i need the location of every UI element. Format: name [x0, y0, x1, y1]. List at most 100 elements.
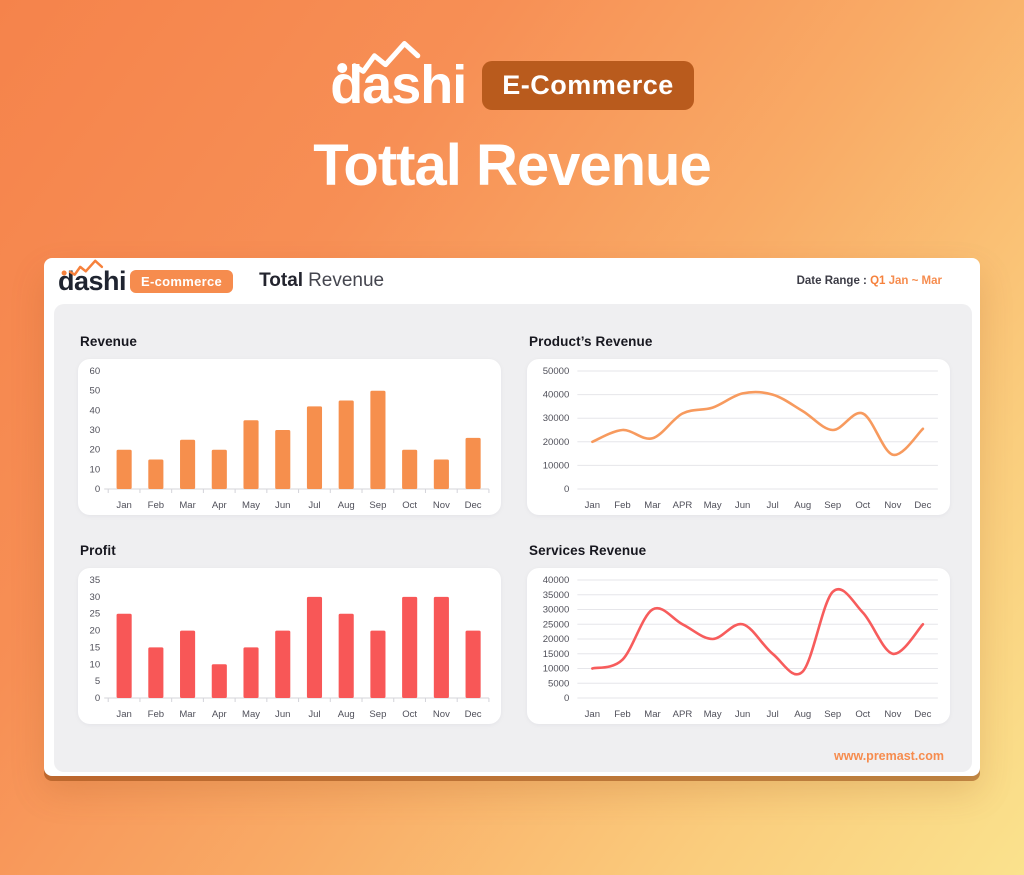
profit-chart-panel: 0 5 10 15 20 25 30 35 Jan Feb Mar Apr May Jun Jul Aug Se… [78, 568, 501, 724]
svg-text:20000: 20000 [543, 437, 570, 448]
svg-text:20: 20 [90, 626, 101, 637]
svg-text:Jun: Jun [735, 709, 750, 720]
svg-text:Nov: Nov [433, 500, 450, 511]
svg-text:Jul: Jul [308, 709, 320, 720]
svg-text:Mar: Mar [179, 709, 196, 720]
svg-text:5: 5 [95, 676, 100, 687]
logo-linechart-icon [61, 259, 104, 276]
svg-text:Feb: Feb [614, 500, 630, 511]
services-revenue-chart-panel: 0 5000 10000 15000 20000 25000 30000 35000 40000… [527, 568, 950, 724]
svg-text:15000: 15000 [543, 649, 570, 660]
svg-text:Jan: Jan [585, 500, 600, 511]
revenue-section: Revenue 0 10 20 30 40 50 60 Jan Feb Mar Apr May Jun J… [78, 334, 501, 515]
svg-text:25000: 25000 [543, 619, 570, 630]
svg-text:0: 0 [95, 693, 100, 704]
profit-chart-title: Profit [80, 543, 116, 558]
svg-text:Oct: Oct [855, 709, 870, 720]
svg-text:Nov: Nov [433, 709, 450, 720]
svg-text:Apr: Apr [212, 500, 228, 511]
charts-grid: Revenue 0 10 20 30 40 50 60 Jan Feb Mar Apr May Jun J… [78, 334, 950, 724]
svg-text:0: 0 [564, 484, 569, 495]
svg-text:Dec: Dec [914, 709, 931, 720]
date-range-quarter[interactable]: Q1 [870, 275, 886, 287]
svg-text:50: 50 [90, 386, 101, 397]
svg-text:May: May [242, 709, 260, 720]
svg-text:Oct: Oct [402, 709, 417, 720]
svg-text:10: 10 [90, 464, 101, 475]
dashboard-title-bold: Total [259, 270, 304, 291]
svg-text:Feb: Feb [614, 709, 630, 720]
date-range-value[interactable]: Jan ~ Mar [888, 275, 942, 287]
svg-text:APR: APR [673, 500, 693, 511]
svg-text:Sep: Sep [369, 500, 386, 511]
svg-text:0: 0 [564, 693, 569, 704]
svg-text:30: 30 [90, 425, 101, 436]
svg-text:Oct: Oct [855, 500, 870, 511]
products-revenue-chart-title: Product’s Revenue [529, 334, 653, 349]
svg-text:30: 30 [90, 592, 101, 603]
date-range-selector[interactable]: Date Range : Q1 Jan ~ Mar [797, 275, 942, 287]
hero-section: dashi E-Commerce Tottal Revenue [0, 0, 1024, 199]
svg-text:40: 40 [90, 405, 101, 416]
logo-linechart-icon [337, 41, 421, 74]
dashboard-title-rest: Revenue [308, 270, 385, 291]
svg-text:May: May [242, 500, 260, 511]
svg-text:Mar: Mar [179, 500, 196, 511]
svg-text:May: May [704, 500, 722, 511]
svg-text:60: 60 [90, 366, 101, 377]
dashboard-ecommerce-badge: E-commerce [130, 269, 234, 293]
products-revenue-line-chart: 0 10000 20000 30000 40000 50000 Jan Feb Mar APR Ma… [527, 359, 950, 515]
svg-text:Aug: Aug [338, 709, 355, 720]
svg-text:Jun: Jun [735, 500, 750, 511]
svg-text:May: May [704, 709, 722, 720]
svg-text:Jul: Jul [767, 709, 779, 720]
services-revenue-chart-title: Services Revenue [529, 543, 647, 558]
hero-ecommerce-badge: E-Commerce [482, 60, 694, 110]
svg-text:20000: 20000 [543, 634, 570, 645]
svg-text:Jul: Jul [308, 500, 320, 511]
svg-text:Jun: Jun [275, 500, 290, 511]
svg-text:Jan: Jan [116, 500, 131, 511]
svg-text:APR: APR [673, 709, 693, 720]
svg-text:Sep: Sep [369, 709, 386, 720]
svg-text:10: 10 [90, 659, 101, 670]
dashi-logo: dashi [330, 41, 467, 112]
svg-text:Dec: Dec [914, 500, 931, 511]
svg-text:10000: 10000 [543, 664, 570, 675]
svg-text:25: 25 [90, 609, 101, 620]
svg-text:Feb: Feb [148, 709, 164, 720]
profit-bar-chart: 0 5 10 15 20 25 30 35 Jan Feb Mar Apr May Jun Jul Aug Se… [78, 568, 501, 724]
svg-text:Mar: Mar [644, 500, 661, 511]
svg-text:35: 35 [90, 575, 101, 586]
revenue-chart-panel: 0 10 20 30 40 50 60 Jan Feb Mar Apr May Jun Jul Aug Sep… [78, 359, 501, 515]
svg-text:50000: 50000 [543, 366, 570, 377]
premast-link[interactable]: www.premast.com [834, 749, 944, 763]
svg-text:Dec: Dec [465, 500, 482, 511]
hero-brand-row: dashi E-Commerce [0, 0, 1024, 112]
svg-text:Feb: Feb [148, 500, 164, 511]
svg-text:Jan: Jan [116, 709, 131, 720]
svg-text:Sep: Sep [824, 709, 841, 720]
dashboard-header: dashi E-commerce Total Revenue Date Range… [44, 258, 980, 304]
products-revenue-section: Product’s Revenue 0 10000 20000 30000 40000 5… [527, 334, 950, 515]
svg-text:Nov: Nov [884, 500, 901, 511]
svg-text:Nov: Nov [884, 709, 901, 720]
svg-text:Jan: Jan [585, 709, 600, 720]
revenue-bar-chart: 0 10 20 30 40 50 60 Jan Feb Mar Apr May Jun Jul Aug Sep… [78, 359, 501, 515]
products-revenue-chart-panel: 0 10000 20000 30000 40000 50000 Jan Feb Mar APR Ma… [527, 359, 950, 515]
revenue-chart-title: Revenue [80, 334, 137, 349]
svg-text:40000: 40000 [543, 575, 570, 586]
svg-text:15: 15 [90, 642, 101, 653]
svg-text:35000: 35000 [543, 590, 570, 601]
svg-text:Apr: Apr [212, 709, 228, 720]
services-revenue-section: Services Revenue 0 5000 10000 15000 20000 250… [527, 543, 950, 724]
svg-text:Dec: Dec [465, 709, 482, 720]
svg-text:Jul: Jul [767, 500, 779, 511]
svg-text:30000: 30000 [543, 605, 570, 616]
svg-text:20: 20 [90, 445, 101, 456]
dashboard-dashi-logo: dashi [58, 259, 127, 295]
svg-text:Aug: Aug [794, 500, 811, 511]
date-range-label: Date Range : [796, 275, 867, 287]
svg-text:10000: 10000 [543, 460, 570, 471]
svg-text:0: 0 [95, 484, 100, 495]
